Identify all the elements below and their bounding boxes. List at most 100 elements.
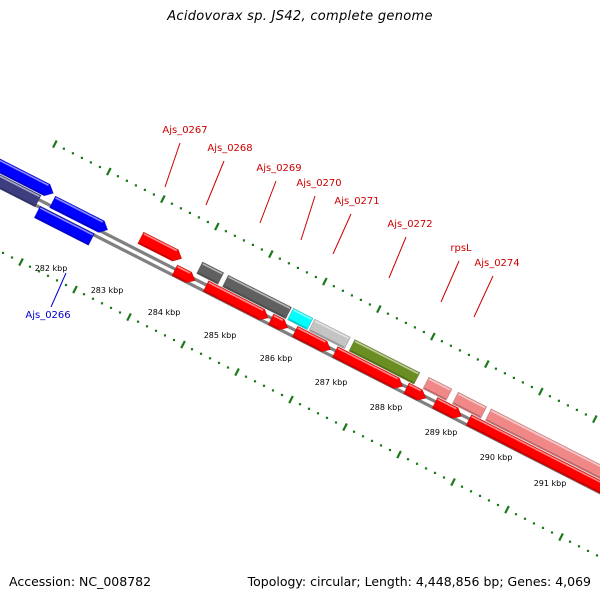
gene-red-row3-c-highlight: [273, 315, 284, 322]
minor-tick: [278, 257, 281, 260]
minor-tick: [179, 207, 182, 210]
gene-red-row3-h-body: [465, 414, 600, 494]
gene-red-row3-a: [171, 264, 196, 284]
gene-red-row3-f-body: [403, 382, 427, 401]
minor-tick: [341, 289, 344, 292]
minor-tick: [595, 554, 599, 557]
minor-tick: [404, 321, 407, 324]
minor-tick: [361, 435, 365, 438]
minor-tick: [136, 320, 140, 323]
minor-tick: [316, 412, 320, 415]
gene-ajs-0274-body: [451, 391, 488, 419]
minor-tick: [244, 375, 248, 378]
gene-blue-left-middle-body: [49, 195, 109, 233]
major-tick: [558, 533, 564, 542]
minor-tick: [28, 265, 32, 268]
minor-tick: [406, 458, 410, 461]
gene-pink-extension-shadow: [486, 419, 600, 479]
gene-label-ajs-0267: Ajs_0267: [162, 125, 207, 136]
major-tick: [376, 305, 382, 314]
gene-label-ajs-0274: Ajs_0274: [474, 258, 519, 269]
gene-red-row3-d-body: [291, 325, 332, 353]
minor-tick: [460, 485, 464, 488]
gene-ajs-0272-highlight: [354, 340, 419, 375]
gene-rpsl-body: [422, 376, 453, 402]
minor-tick: [262, 384, 266, 387]
gene-ajs-0267: [137, 231, 183, 262]
gene-pink-extension: [484, 408, 600, 480]
minor-tick: [298, 403, 302, 406]
gene-red-row3-h-shadow: [467, 424, 600, 493]
gene-red-row3-c-shadow: [269, 323, 279, 330]
minor-tick: [10, 256, 14, 259]
minor-tick: [143, 188, 146, 191]
minor-tick: [55, 279, 59, 282]
gene-red-row3-f-highlight: [408, 384, 422, 392]
minor-tick: [134, 184, 137, 187]
gene-ajs-0269-body: [221, 274, 293, 320]
major-tick: [72, 285, 78, 294]
minor-tick: [46, 274, 50, 277]
minor-tick: [352, 430, 356, 433]
minor-tick: [478, 494, 482, 497]
minor-tick: [584, 413, 587, 416]
gene-red-row3-g-highlight: [437, 398, 457, 410]
minor-tick: [541, 526, 545, 529]
minor-tick: [370, 439, 374, 442]
minor-tick: [1, 251, 5, 254]
minor-tick: [197, 216, 200, 219]
major-tick: [342, 423, 348, 432]
minor-tick: [287, 262, 290, 265]
gene-red-row3-h: [465, 414, 600, 494]
gene-navy-left-highlight: [0, 175, 40, 198]
gene-ajs-0271-highlight: [314, 320, 350, 339]
minor-tick: [118, 311, 122, 314]
major-tick: [214, 222, 220, 231]
gene-red-row3-a-shadow: [173, 274, 187, 282]
gene-ajs-0266-shadow: [35, 216, 89, 245]
minor-tick: [305, 271, 308, 274]
minor-tick: [233, 234, 236, 237]
major-tick: [592, 415, 598, 424]
gene-ajs-0266-highlight: [39, 207, 94, 236]
minor-tick: [496, 503, 500, 507]
minor-tick: [415, 462, 419, 465]
minor-tick: [586, 549, 590, 552]
major-tick: [126, 313, 132, 322]
minor-tick: [566, 404, 569, 407]
minor-tick: [440, 340, 443, 343]
minor-tick: [494, 367, 497, 370]
minor-tick: [82, 293, 86, 296]
gene-ajs-0268-shadow: [197, 272, 218, 284]
minor-tick: [575, 408, 578, 411]
major-tick: [504, 505, 510, 514]
minor-tick: [467, 353, 470, 356]
minor-tick: [188, 211, 191, 214]
gene-red-row3-d-shadow: [293, 335, 322, 351]
leader-line-rpsl: [440, 260, 460, 303]
minor-tick: [386, 312, 389, 315]
minor-tick: [260, 248, 263, 251]
minor-tick: [442, 476, 446, 479]
gene-ajs-0267-shadow: [138, 242, 173, 261]
leader-line-ajs-0272: [388, 236, 407, 279]
leader-line-ajs-0267: [164, 142, 181, 188]
gene-label-ajs-0266: Ajs_0266: [25, 310, 70, 321]
map-title: Acidovorax sp. JS42, complete genome: [167, 9, 433, 24]
scale-label-284-kbp: 284 kbp: [148, 308, 181, 317]
minor-tick: [557, 399, 560, 402]
minor-tick: [514, 513, 518, 516]
minor-tick: [125, 179, 128, 182]
minor-tick: [37, 270, 41, 273]
minor-tick: [208, 357, 212, 360]
minor-tick: [100, 302, 104, 305]
gene-red-row3-h-highlight: [471, 415, 600, 483]
minor-tick: [280, 393, 284, 397]
gene-navy-left-shadow: [0, 187, 36, 207]
gene-red-row3-b-highlight: [208, 281, 264, 312]
minor-tick: [206, 220, 209, 224]
minor-tick: [226, 366, 230, 369]
gene-ajs-0272-body: [348, 339, 421, 385]
scale-label-291-kbp: 291 kbp: [534, 479, 567, 488]
major-tick: [538, 387, 544, 396]
